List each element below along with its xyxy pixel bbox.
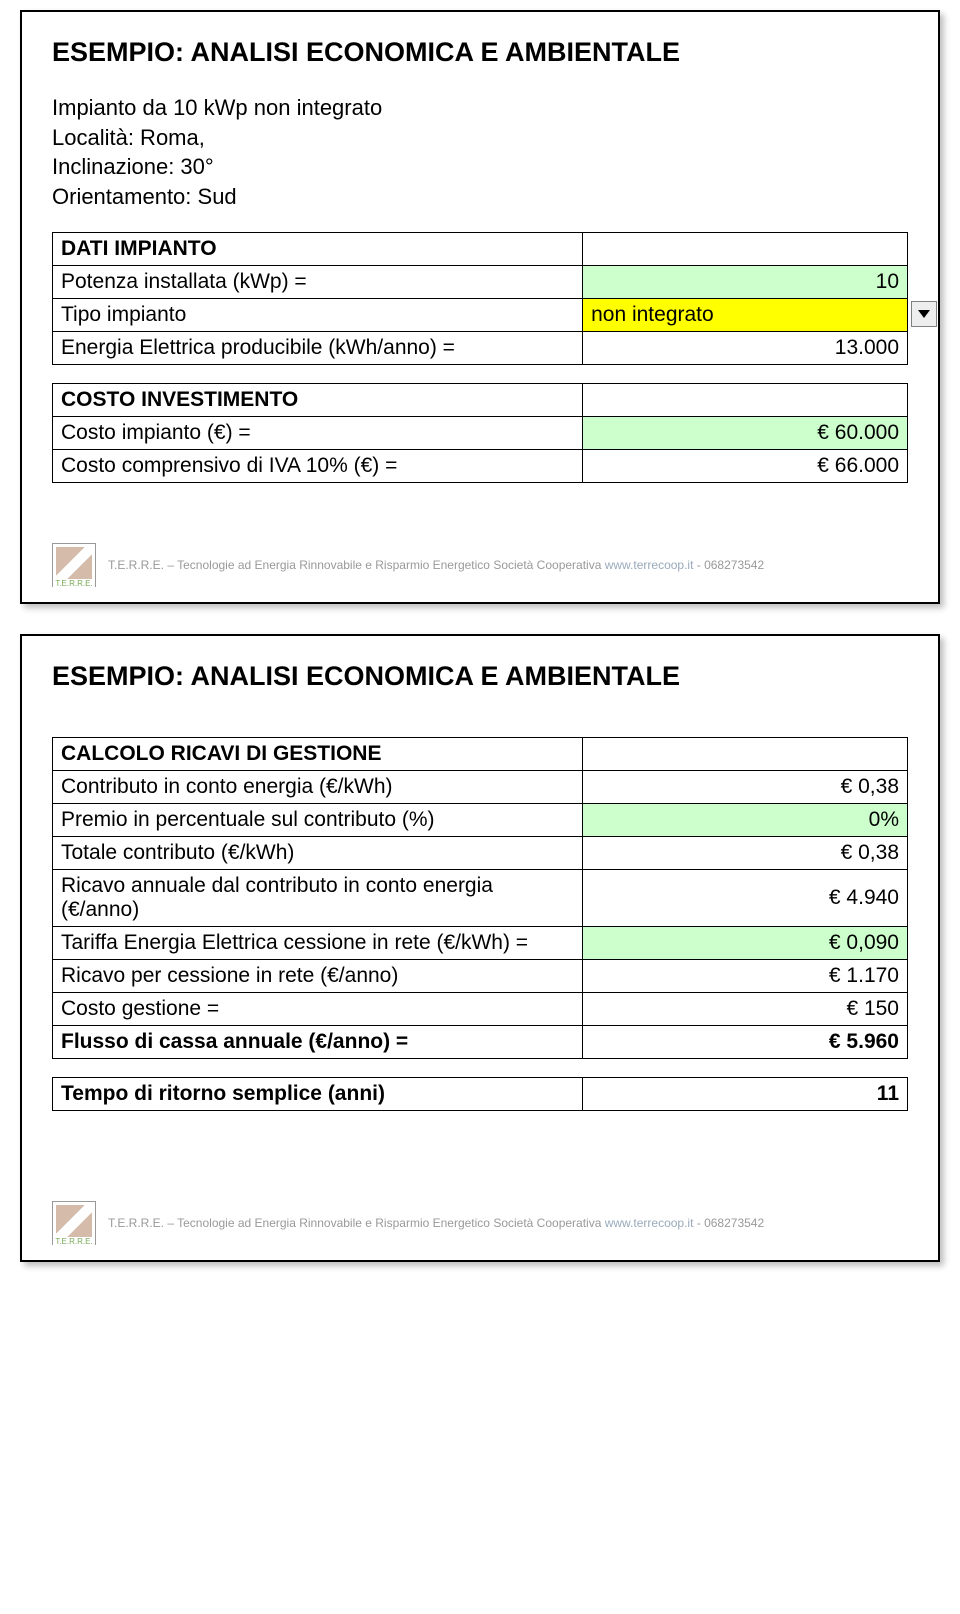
row-label: Tempo di ritorno semplice (anni) [53,1077,583,1110]
table-header: COSTO INVESTIMENTO [53,383,583,416]
chevron-down-icon[interactable] [911,301,937,327]
row-value: 13.000 [583,331,908,364]
slide2-table-tempo-ritorno: Tempo di ritorno semplice (anni) 11 [52,1077,908,1111]
intro-line: Impianto da 10 kWp non integrato [52,93,908,123]
slide-footer: T.E.R.R.E. T.E.R.R.E. – Tecnologie ad En… [52,543,908,587]
slide-2: ESEMPIO: ANALISI ECONOMICA E AMBIENTALE … [20,634,940,1262]
dropdown-value: non integrato [591,303,714,326]
tipo-impianto-dropdown[interactable]: non integrato [583,298,908,331]
row-value[interactable]: 0% [583,803,908,836]
row-label: Tariffa Energia Elettrica cessione in re… [53,926,583,959]
row-value: € 0,38 [583,770,908,803]
footer-link[interactable]: www.terrecoop.it [605,558,694,572]
footer-suffix: - 068273542 [693,558,764,572]
row-label: Totale contributo (€/kWh) [53,836,583,869]
row-value[interactable]: 10 [583,265,908,298]
footer-text: T.E.R.R.E. – Tecnologie ad Energia Rinno… [108,1216,764,1230]
row-value: € 4.940 [583,869,908,926]
slide2-table-calcolo-ricavi: CALCOLO RICAVI DI GESTIONE Contributo in… [52,737,908,1059]
row-value: € 1.170 [583,959,908,992]
slide1-title: ESEMPIO: ANALISI ECONOMICA E AMBIENTALE [52,37,908,68]
slide1-table-dati-impianto: DATI IMPIANTO Potenza installata (kWp) =… [52,232,908,365]
row-value: € 150 [583,992,908,1025]
row-value[interactable]: € 60.000 [583,416,908,449]
slide-1: ESEMPIO: ANALISI ECONOMICA E AMBIENTALE … [20,10,940,604]
row-value: € 5.960 [583,1025,908,1058]
table-header: CALCOLO RICAVI DI GESTIONE [53,737,583,770]
row-label: Flusso di cassa annuale (€/anno) = [53,1025,583,1058]
intro-line: Orientamento: Sud [52,182,908,212]
footer-text: T.E.R.R.E. – Tecnologie ad Energia Rinno… [108,558,764,572]
logo-label: T.E.R.R.E. [53,1237,95,1246]
row-label: Costo gestione = [53,992,583,1025]
row-label: Ricavo per cessione in rete (€/anno) [53,959,583,992]
footer-prefix: T.E.R.R.E. – Tecnologie ad Energia Rinno… [108,1216,605,1230]
empty-cell [583,737,908,770]
terre-logo-icon: T.E.R.R.E. [52,1201,96,1245]
slide1-intro: Impianto da 10 kWp non integrato Localit… [52,93,908,212]
intro-line: Inclinazione: 30° [52,152,908,182]
row-value: € 66.000 [583,449,908,482]
footer-prefix: T.E.R.R.E. – Tecnologie ad Energia Rinno… [108,558,605,572]
row-value[interactable]: € 0,090 [583,926,908,959]
row-label: Potenza installata (kWp) = [53,265,583,298]
slide1-table-costo-investimento: COSTO INVESTIMENTO Costo impianto (€) = … [52,383,908,483]
row-label: Contributo in conto energia (€/kWh) [53,770,583,803]
row-label: Tipo impianto [53,298,583,331]
table-header: DATI IMPIANTO [53,232,583,265]
footer-link[interactable]: www.terrecoop.it [605,1216,694,1230]
empty-cell [583,232,908,265]
logo-label: T.E.R.R.E. [53,579,95,588]
empty-cell [583,383,908,416]
row-label: Costo impianto (€) = [53,416,583,449]
row-label: Costo comprensivo di IVA 10% (€) = [53,449,583,482]
row-value: € 0,38 [583,836,908,869]
slide-footer: T.E.R.R.E. T.E.R.R.E. – Tecnologie ad En… [52,1201,908,1245]
row-label: Energia Elettrica producibile (kWh/anno)… [53,331,583,364]
row-label: Premio in percentuale sul contributo (%) [53,803,583,836]
slide2-title: ESEMPIO: ANALISI ECONOMICA E AMBIENTALE [52,661,908,692]
footer-suffix: - 068273542 [693,1216,764,1230]
row-label: Ricavo annuale dal contributo in conto e… [53,869,583,926]
terre-logo-icon: T.E.R.R.E. [52,543,96,587]
intro-line: Località: Roma, [52,123,908,153]
row-value: 11 [583,1077,908,1110]
